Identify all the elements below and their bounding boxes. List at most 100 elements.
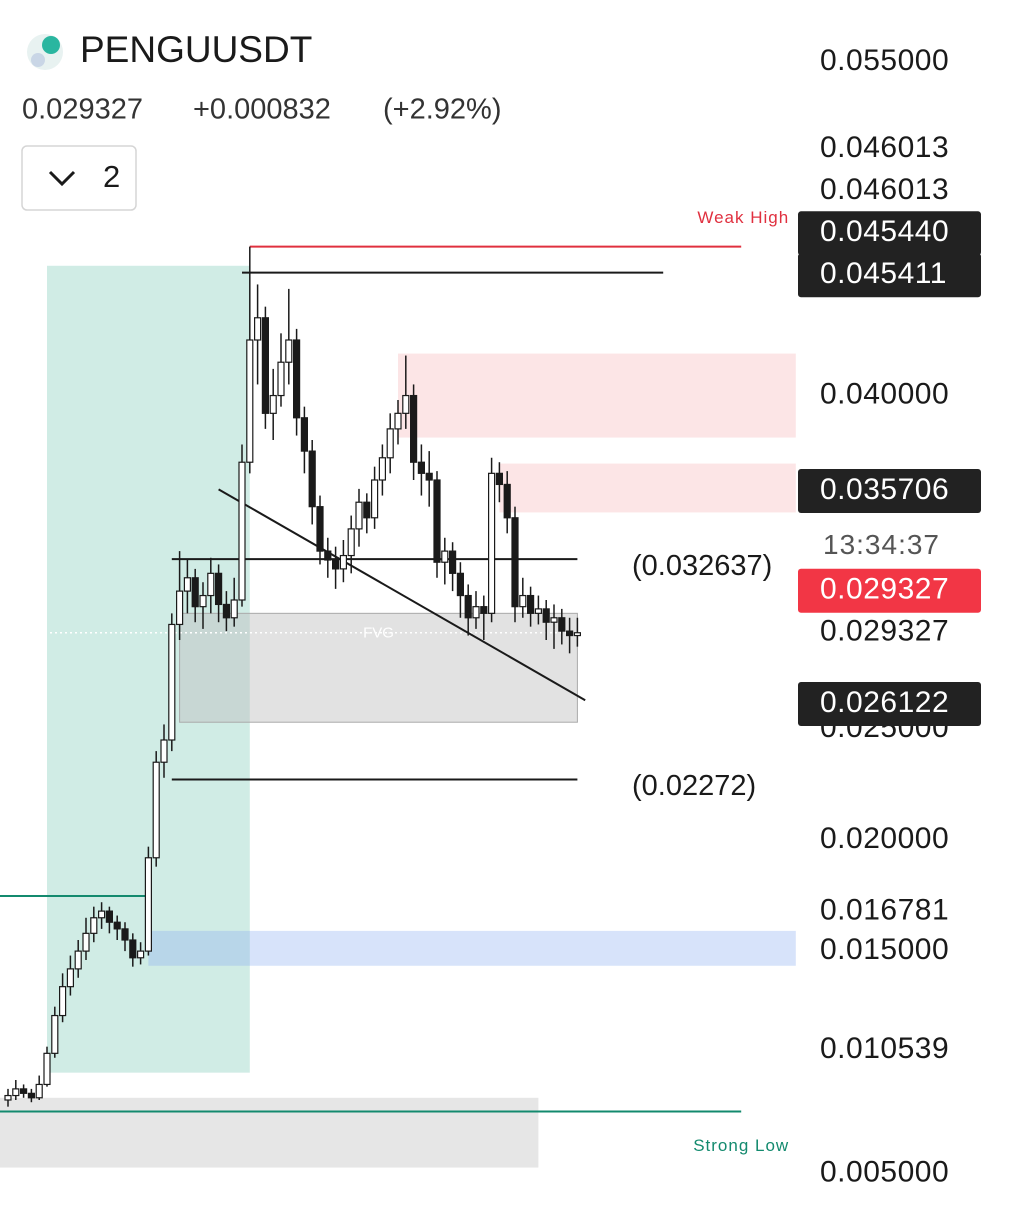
price-marker: 0.010539 — [820, 1032, 949, 1065]
candle-body — [558, 617, 566, 632]
price-marker: 0.026122 — [820, 686, 949, 719]
price-marker: 0.046013 — [820, 173, 949, 206]
candle-body — [144, 857, 152, 952]
candle-body — [488, 472, 496, 614]
candle-body — [277, 361, 285, 397]
y-tick-label: 0.015000 — [820, 933, 949, 966]
candle-body — [347, 528, 355, 557]
price-marker-box — [798, 568, 981, 613]
candle-body — [542, 608, 550, 623]
candle-body — [324, 550, 332, 561]
symbol-title: PENGUUSDT — [80, 29, 312, 70]
candle-body — [168, 623, 176, 741]
price-marker-box — [798, 211, 981, 256]
candle-body — [456, 572, 464, 597]
candle-body — [394, 412, 402, 430]
symbol-logo-penguin — [31, 53, 45, 67]
candle-body — [230, 599, 238, 619]
candle-body — [97, 910, 106, 919]
candle-body — [4, 1094, 12, 1101]
price-marker-bg — [812, 894, 972, 929]
candle-body — [464, 594, 472, 619]
price-marker-bg — [812, 1033, 972, 1068]
level-label: (0.032637) — [632, 550, 772, 582]
candle-body — [433, 479, 441, 563]
candle-body — [199, 594, 207, 608]
symbol-logo-badge — [42, 36, 60, 54]
last-price: 0.029327 — [22, 94, 143, 126]
price-marker-bg — [812, 174, 972, 209]
zone — [398, 353, 796, 438]
zone — [179, 612, 578, 723]
level-label: Weak High — [697, 208, 789, 227]
candle-body — [495, 472, 503, 486]
candle-body — [449, 550, 457, 574]
candle-body — [20, 1088, 28, 1094]
countdown: 13:34:37 — [823, 529, 940, 560]
candle-body — [74, 950, 82, 970]
candle-body — [402, 394, 410, 414]
candle-body — [308, 450, 316, 508]
candle-body — [246, 339, 254, 463]
candle-body — [332, 559, 340, 570]
candle-body — [27, 1092, 35, 1099]
candle-body — [355, 501, 363, 530]
price-marker-bg — [812, 615, 972, 650]
level-label: (0.02272) — [632, 770, 756, 802]
candle-body — [363, 501, 371, 519]
candle-body — [254, 317, 262, 341]
candle-body — [472, 606, 480, 619]
zone — [499, 463, 796, 513]
level-label: Strong Low — [693, 1136, 789, 1155]
candle-body — [58, 986, 67, 1017]
candle-body — [137, 950, 145, 959]
candle-body — [386, 428, 394, 459]
candle-body — [550, 617, 558, 623]
candle-body — [215, 572, 223, 606]
layout-dropdown[interactable] — [21, 145, 137, 211]
price-marker: 0.045411 — [820, 257, 947, 290]
zone — [148, 930, 796, 966]
price-marker-box — [798, 253, 981, 298]
candle-body — [66, 968, 75, 988]
candle-body — [480, 606, 488, 614]
candle-body — [269, 394, 277, 414]
candle-body — [503, 483, 511, 519]
header-backdrop — [0, 20, 560, 130]
price-change-percent: (+2.92%) — [383, 94, 501, 126]
candle-body — [261, 317, 269, 414]
candle-body — [121, 928, 129, 941]
price-marker-box — [798, 468, 981, 513]
candle-body — [82, 932, 90, 952]
layout-count: 2 — [103, 159, 120, 194]
candle-body — [371, 479, 379, 519]
y-tick-label: 0.055000 — [820, 44, 949, 77]
zone — [0, 1097, 539, 1168]
candle-body — [51, 1014, 59, 1054]
candle-body — [238, 461, 246, 601]
candle-body — [573, 632, 582, 637]
candle-body — [191, 577, 199, 608]
price-marker: 0.035706 — [820, 473, 949, 506]
candle-body — [183, 577, 191, 592]
candle-body — [43, 1052, 51, 1086]
price-marker: 0.016781 — [820, 893, 949, 926]
candle-body — [511, 517, 519, 608]
candle-body — [534, 608, 543, 614]
candle-body — [176, 590, 184, 626]
candle-body — [12, 1088, 20, 1097]
candle-body — [526, 594, 535, 614]
price-marker: 0.045440 — [820, 215, 949, 248]
candle-body — [160, 739, 168, 763]
price-marker: 0.029327 — [820, 573, 949, 606]
price-change: +0.000832 — [193, 94, 331, 126]
candle-body — [565, 630, 574, 637]
candle-body — [417, 461, 425, 474]
price-marker: 0.029327 — [820, 615, 949, 648]
candle-body — [293, 339, 301, 419]
candle-body — [152, 761, 160, 859]
y-tick-label: 0.040000 — [820, 377, 949, 410]
candle-body — [90, 917, 98, 934]
